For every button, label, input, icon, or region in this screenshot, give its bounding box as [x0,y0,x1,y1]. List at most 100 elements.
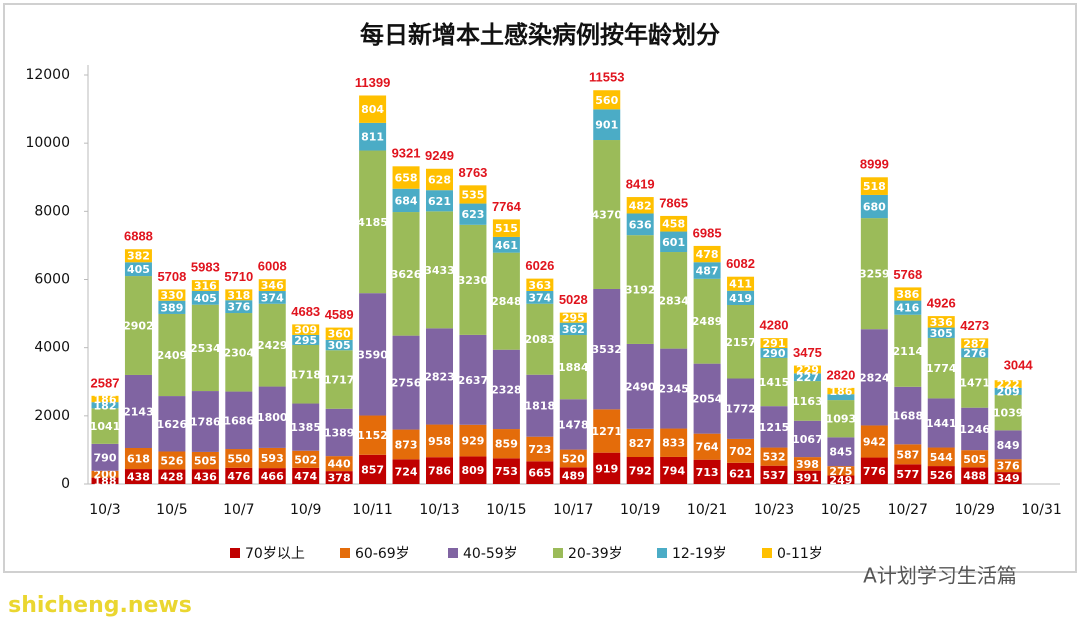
total-label: 6985 [693,225,722,240]
total-label: 5710 [224,269,253,284]
segment-label: 305 [930,327,953,340]
bar-segment [526,303,554,375]
x-tick-label: 10/25 [821,502,861,518]
bar-segment [894,300,922,315]
segment-label: 3230 [458,274,489,287]
segment-label: 405 [127,263,150,276]
bar-segment [158,289,186,301]
total-label: 8999 [860,157,889,172]
segment-label: 1772 [725,403,756,416]
segment-label: 360 [328,328,351,341]
segment-label: 3532 [591,343,622,356]
segment-label: 857 [361,463,384,476]
x-tick-label: 10/17 [553,502,593,518]
segment-label: 428 [160,471,183,484]
bar-segment [894,386,922,445]
bar-segment [593,288,621,410]
segment-label: 684 [395,194,418,207]
segment-label: 520 [562,452,585,465]
bar-segment [559,322,587,336]
segment-label: 2345 [658,383,689,396]
bar-segment [793,373,821,382]
total-label: 4926 [927,296,956,311]
bar-segment [660,231,688,253]
segment-label: 391 [796,471,819,484]
bar-segment [359,122,387,151]
bar-segment [860,177,888,195]
segment-label: 2824 [859,371,890,384]
bar-segment [994,459,1022,473]
segment-label: 505 [194,455,217,468]
bar-segment [760,465,788,484]
bar-segment [225,391,253,450]
segment-label: 1717 [324,374,355,387]
bar-segment [660,456,688,484]
x-tick-label: 10/19 [620,502,660,518]
segment-label: 309 [294,324,317,337]
segment-label: 753 [495,465,518,478]
bar-segment [760,406,788,448]
bar-segment [760,338,788,349]
bar-segment [526,278,554,291]
segment-label: 849 [997,439,1020,452]
bar-segment [693,459,721,484]
bar-segment [292,344,320,404]
bar-segment [91,408,119,444]
bar-segment [760,357,788,407]
segment-label: 2304 [223,346,254,359]
bar-segment [258,303,286,387]
bar-segment [191,391,219,452]
bar-segment [727,462,755,484]
segment-label: 702 [729,445,752,458]
segment-label: 1152 [357,429,388,442]
segment-label: 1786 [190,415,221,428]
segment-label: 680 [863,201,886,214]
total-label: 4280 [760,318,789,333]
total-label: 2820 [826,367,855,382]
bar-segment [91,443,119,471]
segment-label: 526 [160,454,183,467]
segment-label: 873 [395,438,418,451]
segment-label: 466 [261,470,284,483]
bar-segment [860,425,888,458]
segment-label: 1093 [826,413,857,426]
bar-segment [258,386,286,448]
segment-label: 776 [863,465,886,478]
x-tick-label: 10/27 [888,502,928,518]
segment-label: 316 [194,279,217,292]
bar-segment [392,335,420,430]
bar-segment [492,236,520,253]
bar-segment [894,287,922,301]
segment-label: 1389 [324,426,355,439]
bar-segment [526,436,554,462]
bar-segment [359,150,387,294]
segment-label: 290 [763,347,786,360]
bar-segment [124,469,152,484]
segment-label: 336 [930,316,953,329]
bar-segment [359,293,387,416]
bar-segment [392,429,420,460]
bar-segment [225,449,253,468]
bar-segment [626,457,654,484]
segment-label: 405 [194,292,217,305]
segment-label: 227 [796,371,819,384]
bar-segment [91,402,119,409]
bar-segment [660,215,688,232]
x-tick-label: 10/23 [754,502,794,518]
segment-label: 3433 [424,264,455,277]
bar-segment [191,280,219,291]
bar-segment [292,450,320,468]
segment-label: 942 [863,435,886,448]
total-label: 5768 [893,267,922,282]
total-label: 5983 [191,260,220,275]
bar-segment [359,454,387,484]
segment-label: 362 [562,323,585,336]
segment-label: 2848 [491,295,522,308]
segment-label: 833 [662,437,685,450]
segment-label: 827 [629,437,652,450]
bar-segment [827,394,855,401]
bar-segment [593,90,621,110]
segment-label: 436 [194,471,217,484]
bar-segment [559,312,587,323]
bar-segment [894,464,922,484]
